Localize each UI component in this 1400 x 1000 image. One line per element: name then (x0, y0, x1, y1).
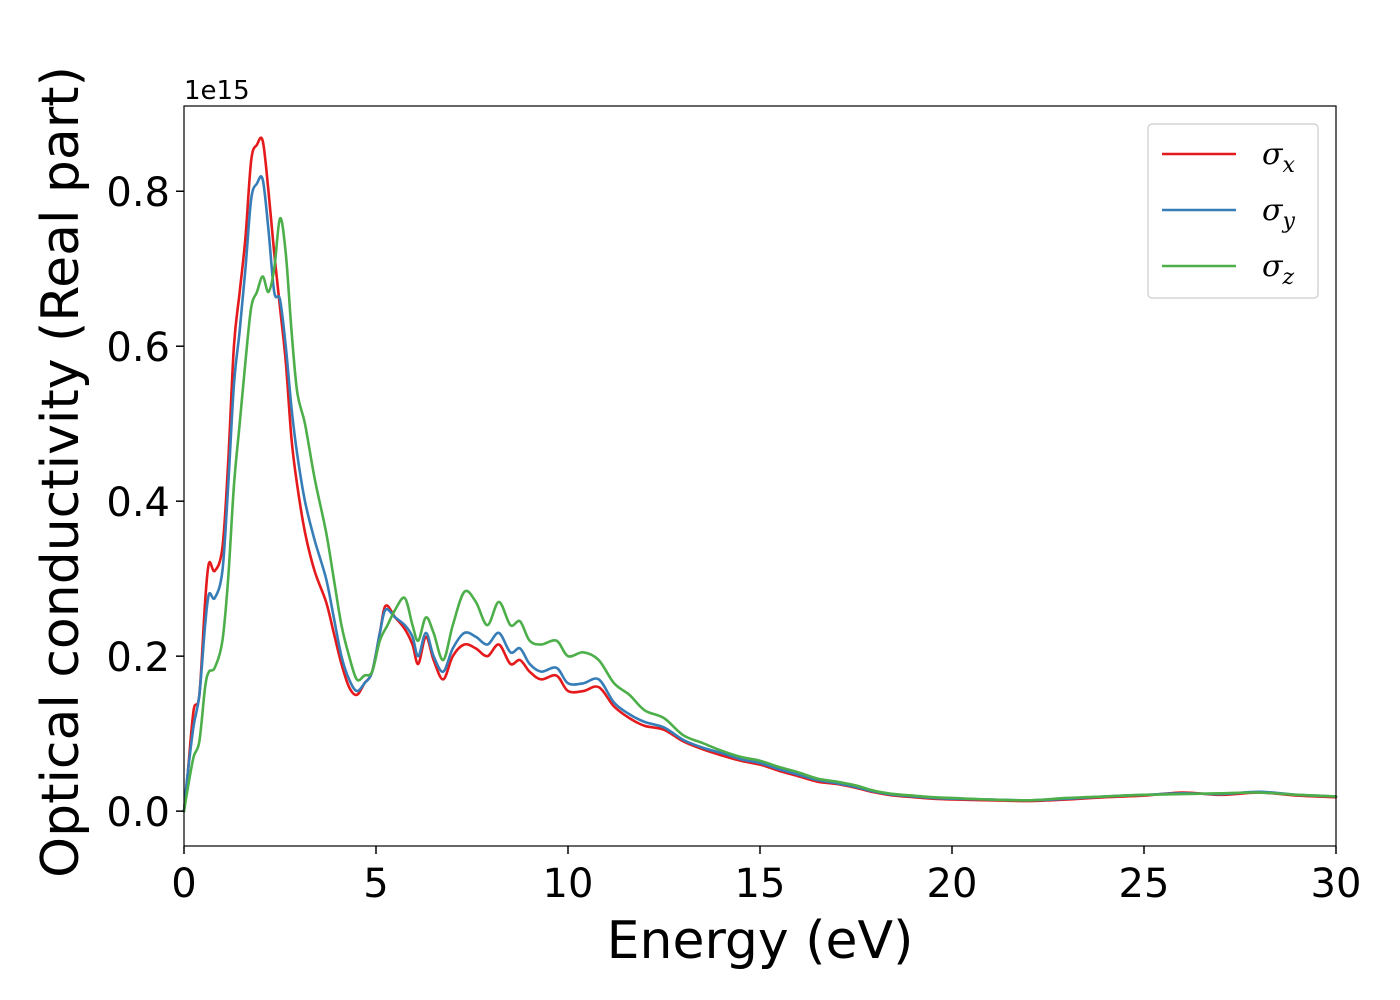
y-tick-label: 0.4 (106, 480, 170, 526)
series-layer (182, 136, 1338, 813)
y-tick-label: 0.0 (106, 790, 170, 836)
x-tick-label: 25 (1119, 861, 1170, 907)
series-line-sigma-z (182, 217, 1338, 813)
x-tick-label: 5 (363, 861, 388, 907)
legend-label-subscript: z (1281, 265, 1294, 290)
x-tick-label: 30 (1311, 861, 1362, 907)
x-axis-ticks: 0 5 10 15 20 25 30 (171, 846, 1361, 907)
legend-label-symbol: σ (1262, 249, 1284, 284)
legend-label-symbol: σ (1262, 137, 1284, 172)
legend-label-symbol: σ (1262, 193, 1284, 228)
y-tick-label: 0.6 (106, 325, 170, 371)
y-tick-label: 0.8 (106, 170, 170, 216)
legend-label-sigma-x: σx (1262, 137, 1295, 178)
legend-label-subscript: y (1281, 209, 1295, 234)
legend-label-sigma-z: σz (1262, 249, 1294, 290)
x-tick-label: 15 (735, 861, 786, 907)
legend-label-subscript: x (1282, 153, 1295, 178)
y-tick-label: 0.2 (106, 635, 170, 681)
y-axis-title: Optical conductivity (Real part) (31, 66, 91, 878)
y-axis-ticks: 0.0 0.2 0.4 0.6 0.8 (106, 170, 184, 836)
x-tick-label: 0 (171, 861, 196, 907)
x-tick-label: 20 (927, 861, 978, 907)
y-axis-offset-label: 1e15 (184, 76, 250, 106)
x-axis-title: Energy (eV) (607, 911, 914, 971)
x-tick-label: 10 (543, 861, 594, 907)
legend-label-sigma-y: σy (1262, 193, 1295, 234)
